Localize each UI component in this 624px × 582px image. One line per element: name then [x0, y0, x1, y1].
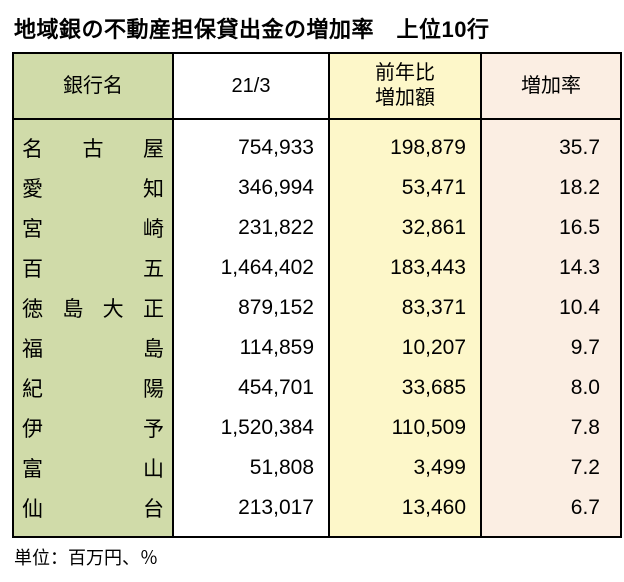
cell-v2: 110,509 [329, 408, 481, 448]
cell-v3: 7.2 [481, 448, 621, 488]
cell-v3: 16.5 [481, 208, 621, 248]
cell-v2: 32,861 [329, 208, 481, 248]
col-header-bank: 銀行名 [13, 53, 173, 119]
table-row: 仙台213,01713,4606.7 [13, 488, 621, 537]
col-header-v3: 増加率 [481, 53, 621, 119]
table-row: 紀陽454,70133,6858.0 [13, 368, 621, 408]
cell-v2: 3,499 [329, 448, 481, 488]
header-row: 銀行名21/3前年比増加額増加率 [13, 53, 621, 119]
cell-bank: 名古屋 [13, 119, 173, 168]
table-body: 名古屋754,933198,87935.7愛知346,99453,47118.2… [13, 119, 621, 537]
cell-v3: 35.7 [481, 119, 621, 168]
cell-v3: 6.7 [481, 488, 621, 537]
col-header-v1: 21/3 [173, 53, 329, 119]
cell-v2: 183,443 [329, 248, 481, 288]
cell-v3: 9.7 [481, 328, 621, 368]
cell-v2: 33,685 [329, 368, 481, 408]
cell-v1: 879,152 [173, 288, 329, 328]
table-row: 百五1,464,402183,44314.3 [13, 248, 621, 288]
cell-v1: 454,701 [173, 368, 329, 408]
cell-bank: 宮崎 [13, 208, 173, 248]
ranking-table: 銀行名21/3前年比増加額増加率 名古屋754,933198,87935.7愛知… [12, 52, 622, 538]
cell-v1: 114,859 [173, 328, 329, 368]
cell-v2: 53,471 [329, 168, 481, 208]
cell-bank: 福島 [13, 328, 173, 368]
cell-bank: 富山 [13, 448, 173, 488]
cell-v2: 83,371 [329, 288, 481, 328]
cell-v1: 213,017 [173, 488, 329, 537]
table-row: 愛知346,99453,47118.2 [13, 168, 621, 208]
cell-v1: 231,822 [173, 208, 329, 248]
cell-v1: 51,808 [173, 448, 329, 488]
table-row: 宮崎231,82232,86116.5 [13, 208, 621, 248]
col-header-v2: 前年比増加額 [329, 53, 481, 119]
cell-v1: 754,933 [173, 119, 329, 168]
cell-bank: 百五 [13, 248, 173, 288]
cell-v3: 7.8 [481, 408, 621, 448]
cell-v3: 8.0 [481, 368, 621, 408]
cell-v2: 198,879 [329, 119, 481, 168]
cell-bank: 伊予 [13, 408, 173, 448]
cell-v1: 1,464,402 [173, 248, 329, 288]
cell-bank: 仙台 [13, 488, 173, 537]
cell-v3: 10.4 [481, 288, 621, 328]
table-row: 富山51,8083,4997.2 [13, 448, 621, 488]
table-row: 福島114,85910,2079.7 [13, 328, 621, 368]
cell-bank: 徳島大正 [13, 288, 173, 328]
table-row: 名古屋754,933198,87935.7 [13, 119, 621, 168]
cell-v3: 14.3 [481, 248, 621, 288]
table-title: 地域銀の不動産担保貸出金の増加率 上位10行 [14, 12, 612, 44]
cell-v1: 346,994 [173, 168, 329, 208]
unit-note: 単位：百万円、％ [14, 544, 612, 570]
cell-bank: 愛知 [13, 168, 173, 208]
cell-v3: 18.2 [481, 168, 621, 208]
table-row: 徳島大正879,15283,37110.4 [13, 288, 621, 328]
cell-v2: 10,207 [329, 328, 481, 368]
cell-v1: 1,520,384 [173, 408, 329, 448]
table-row: 伊予1,520,384110,5097.8 [13, 408, 621, 448]
cell-v2: 13,460 [329, 488, 481, 537]
cell-bank: 紀陽 [13, 368, 173, 408]
